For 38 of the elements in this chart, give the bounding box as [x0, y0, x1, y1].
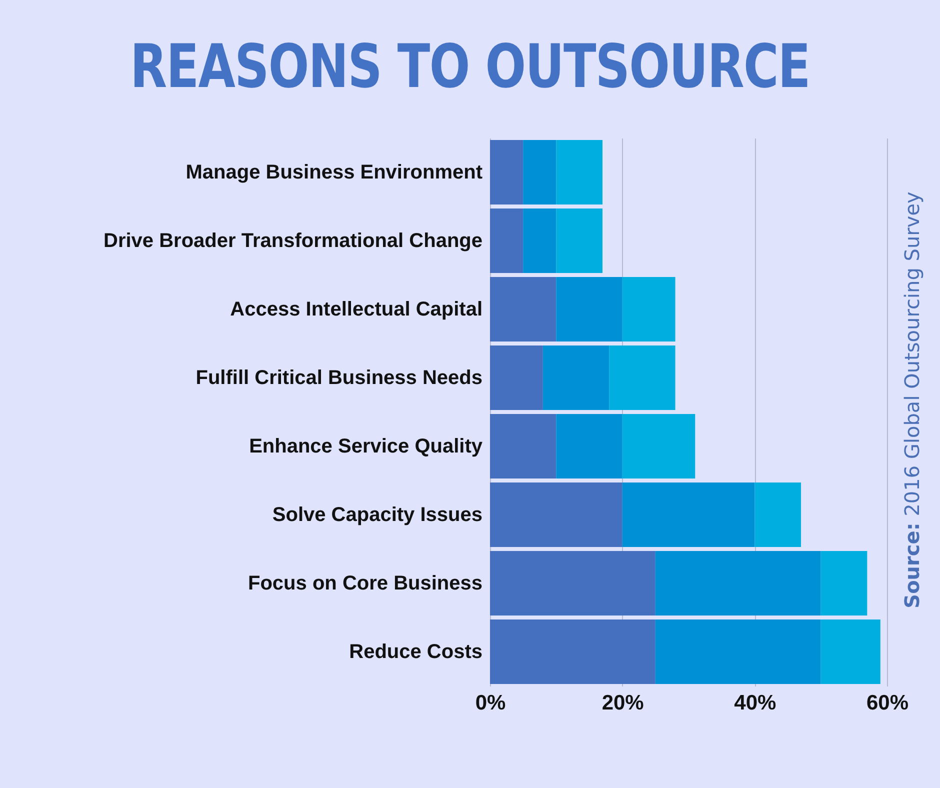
bar	[490, 277, 556, 342]
bar	[490, 414, 556, 478]
bar	[609, 346, 676, 410]
bar	[490, 551, 656, 616]
bar	[622, 414, 696, 478]
chart-title: REASONS TO OUTSOURCE	[129, 32, 811, 102]
y-tick-label: Enhance Service Quality	[249, 435, 484, 458]
x-tick-label: 40%	[734, 692, 777, 714]
bar	[490, 346, 543, 410]
bar	[820, 551, 868, 616]
bar	[622, 482, 755, 547]
bar	[523, 208, 556, 273]
bar	[490, 208, 524, 273]
bar	[490, 482, 622, 547]
y-tick-label: Access Intellectual Capital	[230, 298, 482, 320]
bar	[820, 620, 880, 684]
y-tick-label: Fulfill Critical Business Needs	[196, 366, 482, 389]
bar	[490, 140, 524, 204]
bar	[556, 277, 622, 342]
bar	[490, 620, 656, 684]
bar	[556, 208, 602, 273]
x-tick-label: 0%	[475, 692, 506, 714]
y-tick-label: Drive Broader Transformational Change	[104, 230, 482, 252]
y-tick-label: Reduce Costs	[349, 640, 482, 663]
bar	[542, 346, 610, 410]
y-tick-label: Solve Capacity Issues	[272, 504, 482, 526]
y-tick-label: Manage Business Environment	[186, 161, 483, 184]
bar	[754, 482, 801, 547]
bar	[655, 620, 821, 684]
source-note: Source: 2016 Global Outsourcing Survey	[900, 192, 924, 608]
bar	[622, 277, 676, 342]
y-tick-label: Focus on Core Business	[248, 572, 482, 594]
bar	[655, 551, 821, 616]
bar	[556, 414, 622, 478]
x-tick-label: 60%	[866, 692, 909, 714]
bar	[556, 140, 602, 204]
x-tick-label: 20%	[602, 692, 644, 714]
bar	[523, 140, 556, 204]
